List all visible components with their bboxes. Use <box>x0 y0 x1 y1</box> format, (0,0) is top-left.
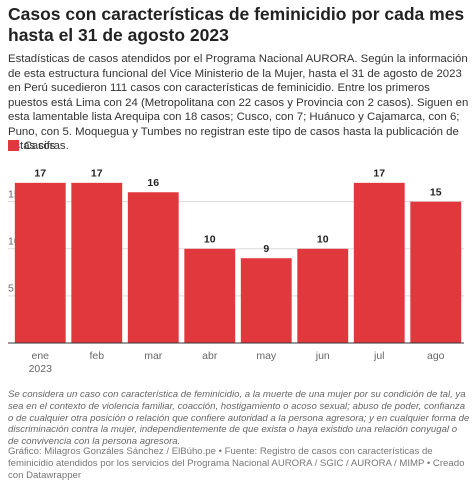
x-tick-label: ago <box>427 350 445 362</box>
legend-swatch <box>8 140 19 151</box>
bar <box>184 248 236 343</box>
bar <box>353 182 405 343</box>
bar <box>240 258 292 343</box>
x-tick-label: may <box>256 350 277 362</box>
y-tick-label: 5 <box>8 283 14 295</box>
bar <box>71 182 123 343</box>
legend-label: Casos <box>24 140 56 152</box>
value-label: 16 <box>147 177 159 189</box>
x-tick-label: feb <box>89 350 104 362</box>
x-year-label: 2023 <box>29 363 53 375</box>
value-label: 10 <box>317 234 329 246</box>
value-label: 15 <box>430 186 442 198</box>
x-tick-label: abr <box>202 350 218 362</box>
value-label: 17 <box>91 168 103 180</box>
bar <box>410 201 462 343</box>
x-tick-label: ene <box>31 350 49 362</box>
x-tick-label: jun <box>315 350 330 362</box>
credits: Gráfico: Milagros Gonzáles Sánchez / ElB… <box>8 446 465 481</box>
value-label: 17 <box>34 168 46 180</box>
y-tick-label: 10 <box>8 236 20 248</box>
y-tick-label: 15 <box>8 188 20 200</box>
chart-title: Casos con características de feminicidio… <box>8 4 465 45</box>
x-tick-label: jul <box>373 350 385 362</box>
note: Se considera un caso con característica … <box>8 389 470 448</box>
bar <box>127 192 179 343</box>
value-label: 9 <box>263 243 269 255</box>
x-tick-label: mar <box>144 350 163 362</box>
bar <box>297 248 349 343</box>
value-label: 17 <box>373 168 385 180</box>
bar <box>14 182 66 343</box>
description: Estadísticas de casos atendidos por el P… <box>8 53 469 152</box>
value-label: 10 <box>204 234 216 246</box>
